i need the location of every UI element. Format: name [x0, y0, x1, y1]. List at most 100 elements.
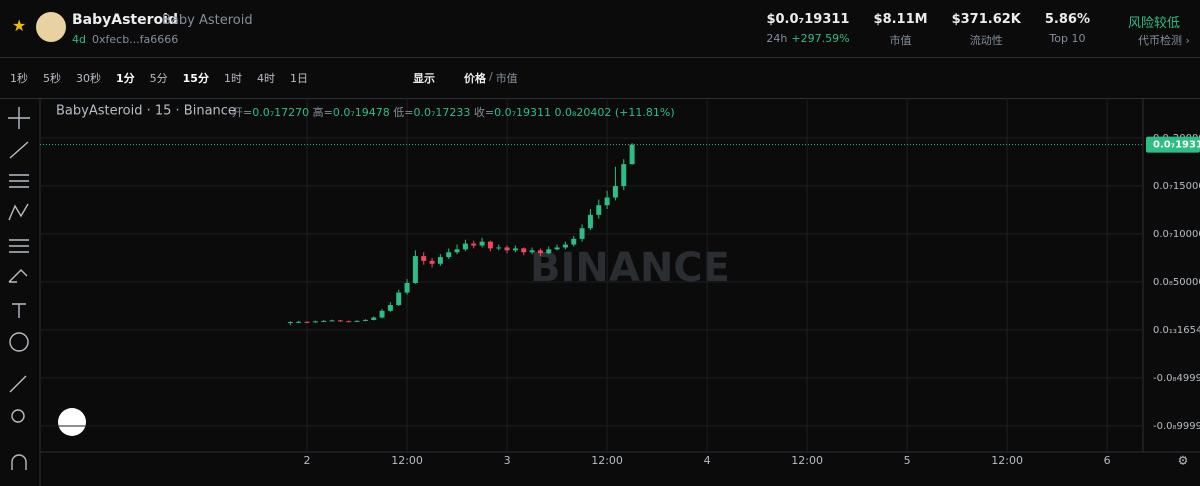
interval[interactable]: 5分 [149, 72, 168, 85]
candle-body [454, 249, 460, 253]
candle-body [554, 247, 560, 250]
x-tick-label: 6 [1104, 454, 1111, 467]
candle-body [504, 247, 510, 251]
legend-symbol: BabyAsteroid · 15 · Binance [56, 104, 236, 119]
candle-body [329, 320, 335, 322]
interval[interactable]: 4时 [256, 72, 275, 85]
candle-body [396, 292, 402, 306]
x-tick-label: 12:00 [991, 454, 1023, 467]
legend-value: 0.0₇19478 [332, 106, 390, 119]
candle-body [612, 186, 618, 198]
candle-body [546, 249, 552, 254]
candle-body [446, 252, 452, 258]
legend-label: 低= [393, 106, 414, 119]
token-full-name: Baby Asteroid [162, 13, 253, 28]
divider [0, 57, 1200, 58]
legend-label: 开= [232, 106, 253, 119]
stat: 5.86% Top 10 [1045, 12, 1090, 48]
stat-value: 5.86% [1044, 12, 1090, 27]
legend-label: 收= [473, 106, 495, 119]
legend-value: 0.0₇19311 [494, 106, 551, 119]
stat-sub: 市值 [874, 32, 928, 48]
interval[interactable]: 15分 [182, 72, 209, 85]
candle-body [429, 260, 435, 264]
x-tick-label: 2 [304, 454, 311, 467]
candle-body [579, 228, 585, 239]
star[interactable]: ★ [12, 16, 27, 35]
candle-body [304, 321, 310, 323]
stat: $0.0₇19311 24h +297.59% [766, 12, 849, 48]
candle-body [621, 164, 627, 187]
candle-body [562, 244, 568, 248]
price-label: 0.0₇19311 [1153, 140, 1200, 151]
toolbar-mcap[interactable]: 市值 [495, 72, 518, 85]
stat-label: 市值 [889, 34, 912, 47]
candle-body [337, 320, 343, 322]
toolbar: 1秒 5秒 30秒 1分 5分 15分 1时 4时 1日 显示 价格 / 市值 [10, 70, 518, 86]
interval[interactable]: 30秒 [76, 72, 101, 85]
candle-body [362, 319, 368, 321]
candle-body [346, 321, 352, 323]
candle-body [371, 317, 377, 320]
interval[interactable]: 1时 [223, 72, 242, 85]
y-tick-label: -0.0₈99999 [1153, 421, 1200, 432]
stats: $0.0₇19311 24h +297.59% $8.11M 市值 $371.62K 流动性… [766, 12, 1090, 48]
candle-body [587, 214, 593, 229]
candle-body [462, 243, 468, 250]
stat-sub: 24h +297.59% [766, 32, 849, 45]
stat-label: 24h [766, 32, 788, 45]
drawing-tools[interactable] [8, 107, 30, 470]
candle-body [354, 320, 360, 322]
toolbar-slash[interactable]: / [488, 70, 493, 83]
stat: $371.62K 流动性 [952, 12, 1021, 48]
candle-body [287, 322, 293, 324]
candle-body [521, 248, 527, 253]
toolbar-display[interactable]: 显示 [412, 72, 435, 85]
candle-body [496, 247, 502, 249]
interval[interactable]: 1日 [289, 72, 308, 85]
token-name: BabyAsteroid [72, 12, 178, 28]
y-tick-label: 0.0₇15000 [1153, 181, 1200, 192]
candle-body [404, 282, 410, 293]
x-tick-label: 12:00 [391, 454, 423, 467]
risk: 风险较低 [1128, 16, 1181, 31]
token-address[interactable]: 0xfecb...fa6666 [92, 33, 179, 46]
candle-body [312, 321, 318, 323]
candle-body [437, 257, 443, 264]
candle-body [596, 205, 602, 215]
interval[interactable]: 5秒 [43, 72, 61, 85]
stat-label: Top 10 [1049, 32, 1086, 45]
y-tick-label: 0.0₇10000 [1153, 229, 1200, 240]
candle-body [471, 243, 477, 246]
legend-change: 0.0₈20402 (+11.81%) [554, 106, 675, 119]
stat-value: $371.62K [951, 12, 1021, 27]
x-tick-label: 3 [504, 454, 511, 467]
candle-body [629, 144, 635, 165]
candle-body [537, 250, 543, 254]
legend-label: 高= [312, 106, 333, 119]
x-tick-label: 4 [704, 454, 711, 467]
candle-body [387, 305, 393, 311]
tv-logo[interactable] [58, 408, 86, 436]
candle-body [296, 321, 302, 323]
interval[interactable]: 1秒 [10, 72, 28, 85]
stat-change: +297.59% [791, 32, 850, 45]
candle-body [412, 256, 418, 283]
interval[interactable]: 1分 [116, 72, 135, 85]
legend-value: 0.0₇17270 [252, 106, 310, 119]
stat: $8.11M 市值 [874, 12, 928, 48]
candle-body [571, 238, 577, 245]
risk-link[interactable]: 代币检测 › [1138, 34, 1190, 47]
stat-value: $8.11M [873, 12, 928, 27]
token-age: 4d [72, 33, 86, 46]
divider [0, 98, 1200, 99]
stat-sub: Top 10 [1045, 32, 1090, 45]
settings-icon[interactable]: ⚙ [1178, 454, 1189, 468]
candle-body [487, 241, 493, 249]
x-tick-label: 12:00 [791, 454, 823, 467]
candle-body [479, 241, 485, 246]
token-avatar [36, 12, 66, 42]
toolbar-price[interactable]: 价格 [463, 72, 486, 85]
